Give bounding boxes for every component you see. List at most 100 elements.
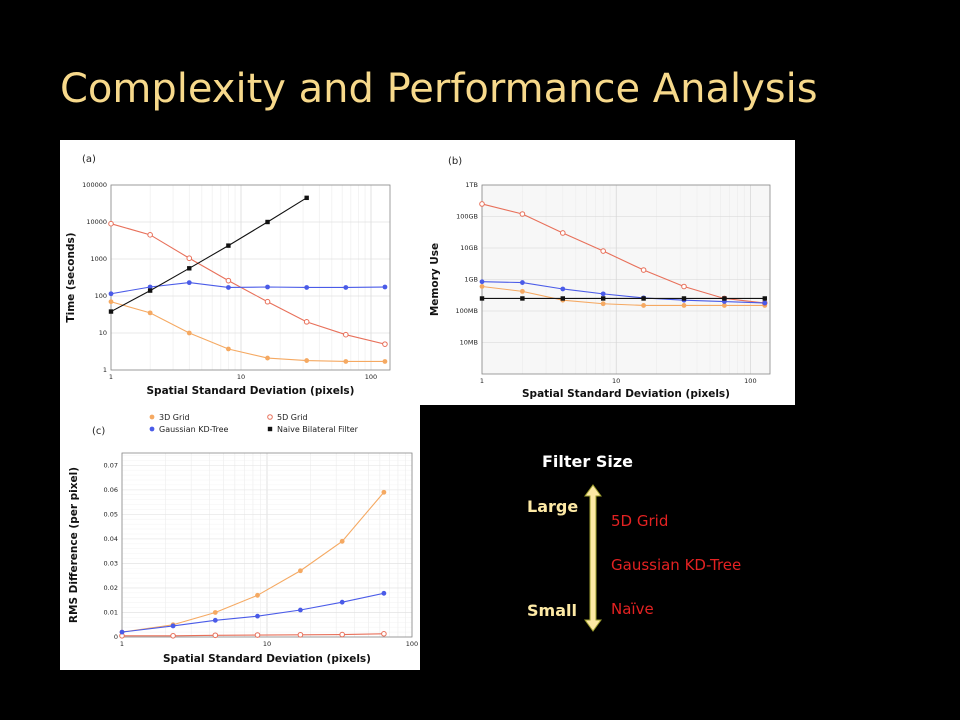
x-tick-label: 10 — [237, 373, 245, 381]
data-point — [186, 330, 192, 336]
panel-label: (b) — [448, 156, 462, 167]
data-point — [339, 599, 345, 605]
data-point — [560, 296, 565, 301]
series-line — [110, 301, 385, 363]
series-line — [481, 203, 765, 304]
y-tick-label: 10 — [99, 329, 107, 337]
data-point — [108, 309, 114, 314]
data-point — [255, 613, 260, 619]
plot-frame — [110, 184, 391, 371]
data-point — [170, 623, 176, 629]
data-point — [600, 291, 606, 297]
rms-chart: 0 0.01 0.02 0.03 0.04 0.05 0.06 0.07 1 10 100 (c) Sp… — [68, 413, 418, 665]
chart-panel-b: 10MB 100MB 1GB 10GB 100GB 1TB 1 10 100 (b) Spatial… — [420, 140, 795, 405]
data-point — [119, 629, 125, 635]
data-point — [226, 346, 231, 352]
data-point — [722, 296, 727, 301]
data-point — [108, 220, 114, 227]
legend-label: 3D Grid — [159, 413, 190, 422]
data-point — [298, 568, 303, 574]
data-point — [147, 310, 153, 316]
data-point — [108, 299, 114, 305]
x-axis-label: Spatial Standard Deviation (pixels) — [522, 388, 730, 400]
data-point — [226, 243, 231, 248]
legend-marker — [149, 414, 155, 420]
data-point — [519, 280, 525, 285]
data-point — [304, 358, 310, 363]
data-point — [479, 279, 485, 285]
y-tick-label: 1000 — [90, 255, 107, 263]
data-point — [255, 592, 260, 598]
data-point — [382, 284, 388, 290]
series-line — [110, 223, 386, 345]
y-tick-label: 0.06 — [104, 486, 118, 494]
x-tick-label: 1 — [109, 373, 113, 381]
y-tick-label: 10GB — [460, 244, 478, 252]
y-tick-label: 0.02 — [104, 584, 118, 592]
y-tick-label: 100GB — [456, 213, 478, 221]
data-point — [264, 298, 271, 305]
chart-panel-a: 1 10 100 1000 10000 100000 1 10 100 (a) Spatial St… — [60, 140, 422, 405]
data-point — [343, 331, 349, 338]
plot-area — [111, 185, 390, 370]
data-point — [600, 296, 606, 301]
x-tick-label: 10 — [612, 377, 620, 385]
data-point — [479, 284, 485, 289]
data-point — [559, 230, 566, 236]
data-point — [681, 303, 687, 308]
data-point — [297, 631, 304, 638]
data-point — [147, 284, 153, 290]
legend-marker — [149, 426, 155, 432]
y-tick-label: 0.07 — [104, 461, 118, 469]
y-tick-label: 0.04 — [104, 535, 118, 543]
data-point — [381, 489, 387, 495]
data-point — [640, 267, 647, 273]
data-point — [519, 288, 525, 294]
memory-chart: 10MB 100MB 1GB 10GB 100GB 1TB 1 10 100 (b) Spatial… — [429, 156, 771, 400]
y-tick-label: 10000 — [86, 218, 107, 226]
data-point — [600, 248, 606, 254]
arrow-shape — [584, 484, 602, 632]
data-point — [721, 303, 727, 308]
data-point — [212, 632, 219, 639]
data-point — [303, 319, 310, 325]
data-point — [382, 341, 388, 347]
slide-title: Complexity and Performance Analysis — [60, 66, 818, 112]
data-point — [681, 296, 687, 301]
data-point — [298, 607, 303, 613]
y-tick-label: 1GB — [464, 276, 478, 284]
y-tick-label: 0 — [114, 633, 118, 641]
data-point — [600, 301, 606, 307]
data-point — [265, 219, 270, 225]
plot-frame — [121, 452, 413, 638]
time-chart: 1 10 100 1000 10000 100000 1 10 100 (a) Spatial St… — [65, 154, 391, 397]
data-point — [147, 232, 153, 238]
filter-size-title: Filter Size — [542, 452, 634, 471]
y-axis-label: Time (seconds) — [65, 232, 77, 322]
data-point — [479, 296, 485, 301]
data-point — [560, 286, 566, 292]
y-axis-label: Memory Use — [429, 243, 441, 316]
x-tick-label: 100 — [406, 640, 418, 648]
y-axis-label: RMS Difference (per pixel) — [68, 467, 80, 623]
series-line — [110, 197, 307, 313]
y-tick-label: 1 — [103, 366, 107, 374]
legend-marker — [267, 426, 273, 432]
data-point — [381, 590, 387, 596]
data-point — [186, 280, 192, 286]
y-tick-label: 0.03 — [104, 559, 118, 567]
data-point — [254, 632, 261, 638]
data-point — [343, 285, 349, 290]
x-tick-label: 10 — [263, 640, 271, 648]
x-tick-label: 1 — [120, 640, 124, 648]
x-axis-label: Spatial Standard Deviation (pixels) — [146, 385, 354, 397]
x-tick-label: 1 — [480, 377, 484, 385]
chart-panel-c: 0 0.01 0.02 0.03 0.04 0.05 0.06 0.07 1 10 100 (c) Sp… — [60, 405, 420, 670]
x-tick-label: 100 — [365, 373, 377, 381]
filter-size-large-label: Large — [527, 497, 579, 516]
series-line — [481, 281, 765, 304]
double-arrow-icon — [584, 484, 602, 632]
data-point — [339, 631, 345, 638]
y-tick-label: 0.05 — [104, 510, 118, 518]
data-point — [225, 277, 232, 284]
